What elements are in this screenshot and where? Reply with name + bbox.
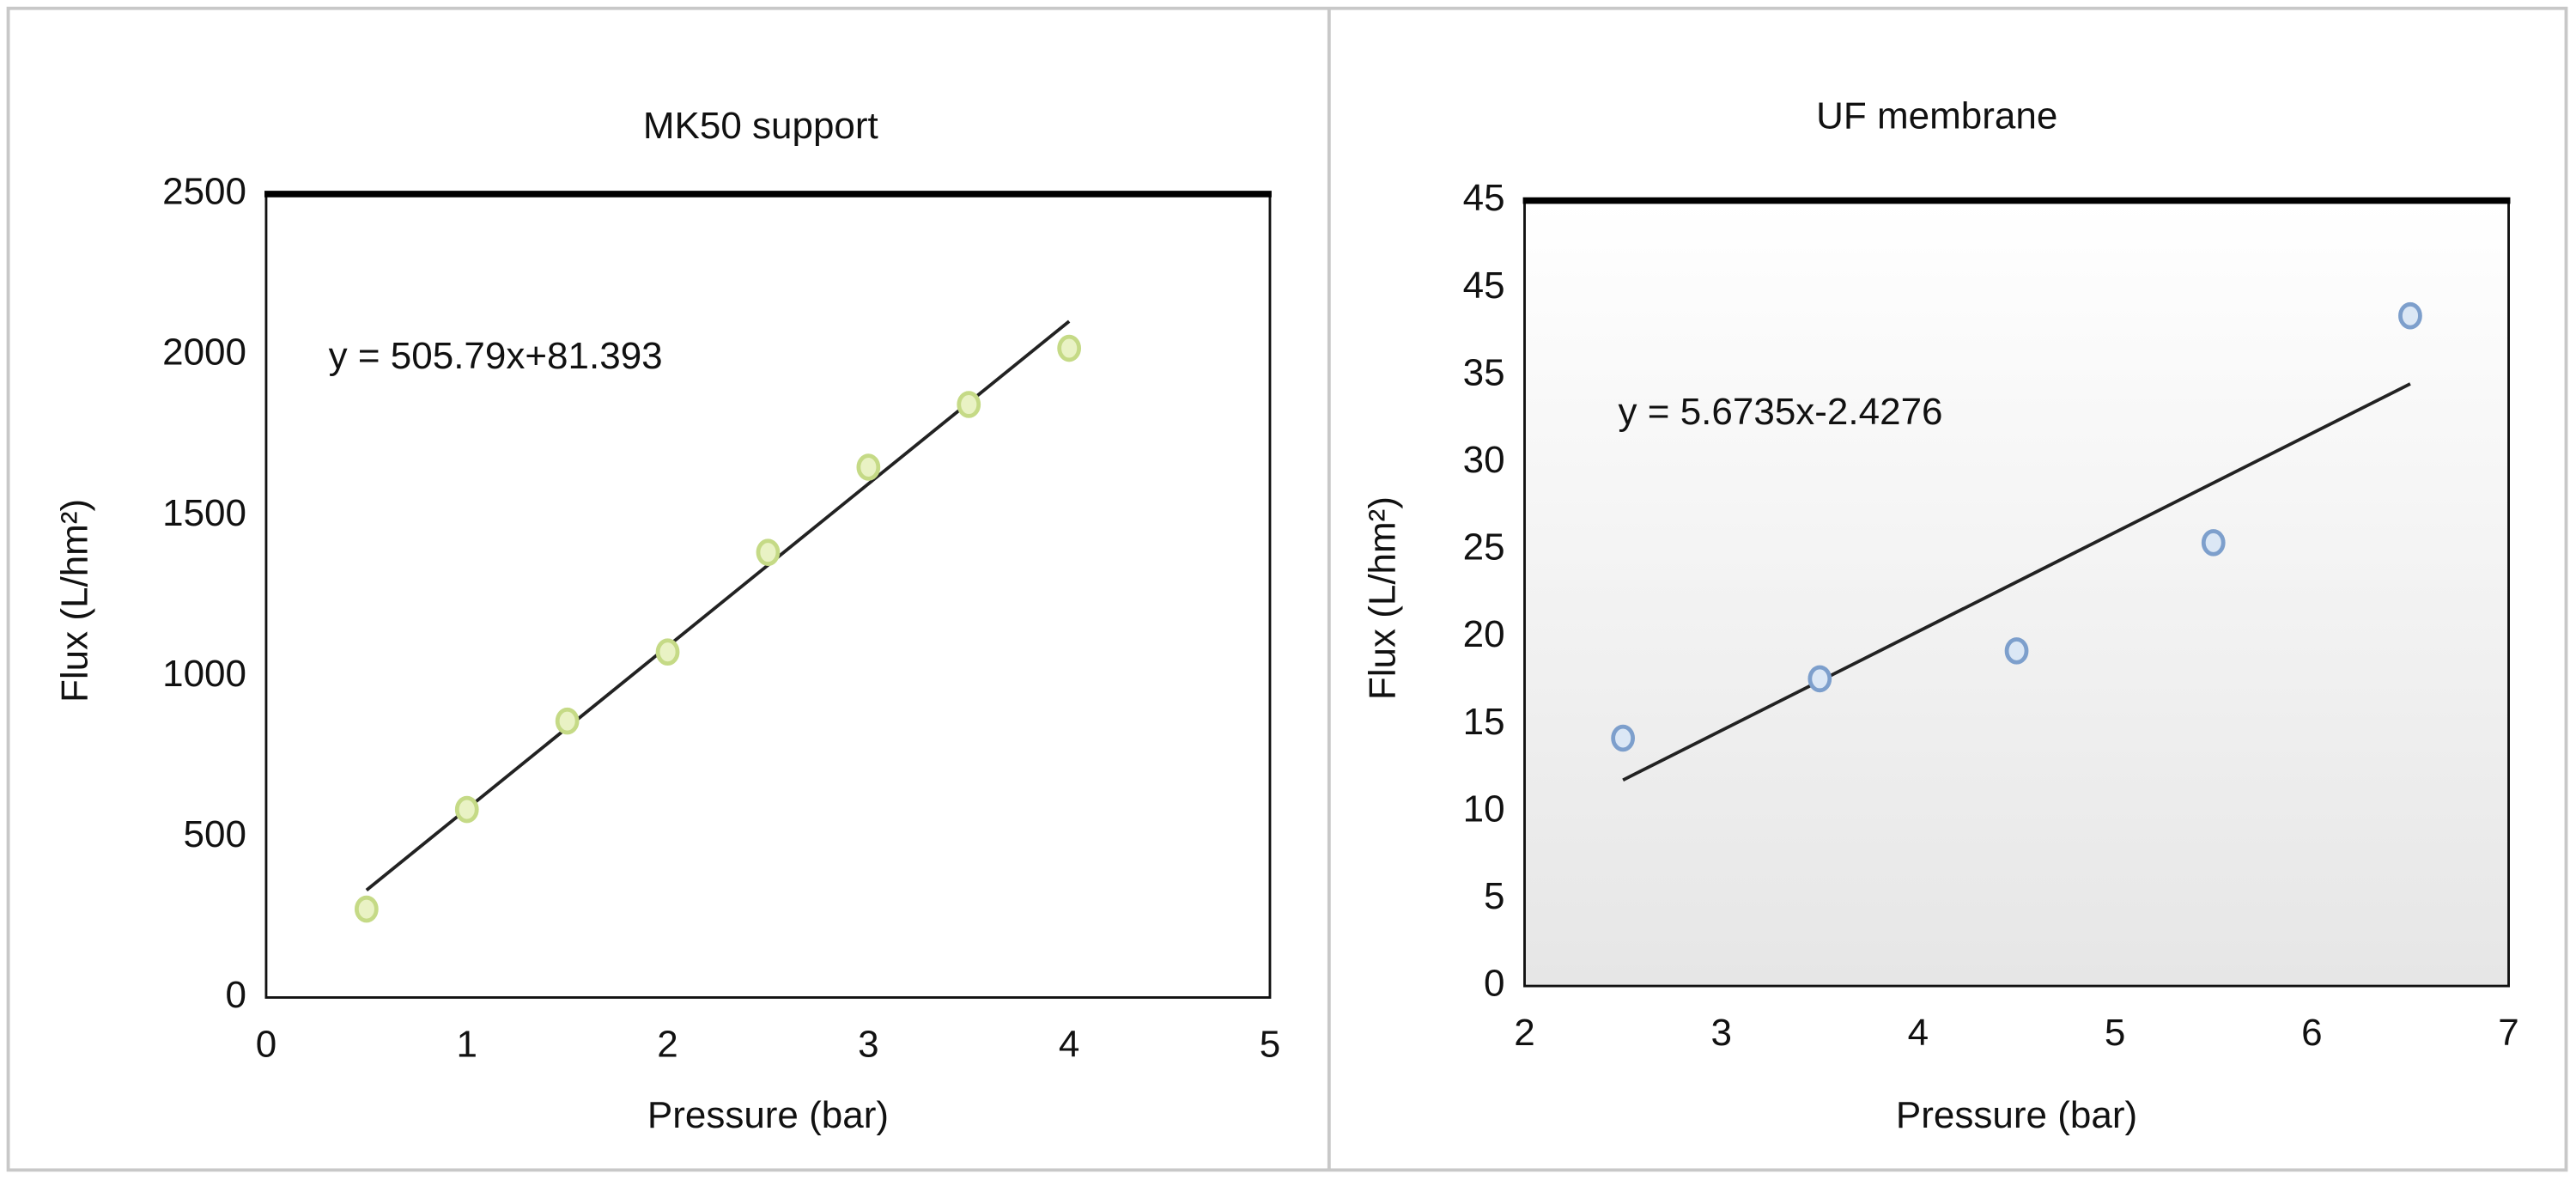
- trendline: [365, 319, 1071, 891]
- x-tick-label: 1: [457, 1024, 477, 1066]
- data-point: [655, 638, 680, 666]
- y-tick-label: 1500: [162, 492, 246, 534]
- y-axis-label: Flux (L/hm²): [1362, 496, 1404, 700]
- data-point: [1057, 334, 1082, 362]
- x-tick-label: 4: [1059, 1024, 1079, 1066]
- x-tick-label: 0: [256, 1024, 276, 1066]
- chart-title: UF membrane: [1816, 95, 2057, 137]
- y-tick-label: 1000: [162, 653, 246, 695]
- data-point: [555, 707, 580, 735]
- x-axis-label: Pressure (bar): [1896, 1094, 2137, 1136]
- data-point: [957, 391, 981, 418]
- y-tick-label: 45: [1463, 265, 1505, 307]
- data-point: [2201, 529, 2226, 557]
- x-tick-label: 4: [1908, 1012, 1929, 1054]
- trendline: [1622, 382, 2411, 782]
- y-tick-label: 30: [1463, 439, 1505, 481]
- x-tick-label: 3: [1710, 1012, 1731, 1054]
- data-point: [2398, 301, 2422, 330]
- data-point: [454, 795, 479, 824]
- y-tick-label: 35: [1463, 351, 1505, 393]
- x-tick-label: 3: [858, 1024, 878, 1066]
- y-tick-label: 25: [1463, 526, 1505, 569]
- y-tick-label: 0: [1484, 963, 1504, 1005]
- x-axis-label: Pressure (bar): [647, 1094, 889, 1136]
- trend-equation: y = 5.6735x-2.4276: [1619, 391, 1943, 433]
- data-point: [1807, 665, 1832, 693]
- x-tick-label: 5: [1260, 1024, 1280, 1066]
- y-tick-label: 20: [1463, 613, 1505, 655]
- x-tick-label: 5: [2105, 1012, 2125, 1054]
- data-point: [354, 895, 379, 923]
- trend-equation: y = 505.79x+81.393: [329, 335, 663, 377]
- y-tick-label: 10: [1463, 788, 1505, 830]
- x-tick-label: 2: [657, 1024, 677, 1066]
- y-tick-label: 5: [1484, 875, 1504, 917]
- data-point: [1611, 724, 1635, 752]
- y-tick-label: 2500: [162, 171, 246, 213]
- y-tick-label: 500: [184, 813, 246, 855]
- y-tick-label: 15: [1463, 701, 1505, 743]
- chart-title: MK50 support: [643, 105, 878, 147]
- y-axis-label: Flux (L/hm²): [54, 499, 96, 703]
- x-tick-label: 7: [2498, 1012, 2518, 1054]
- plot-area: [264, 192, 1272, 999]
- y-tick-label: 2000: [162, 331, 246, 374]
- data-point: [2004, 637, 2029, 665]
- data-point: [856, 453, 881, 481]
- y-tick-label: 45: [1463, 177, 1505, 219]
- y-tick-label: 0: [226, 974, 246, 1016]
- x-tick-label: 2: [1514, 1012, 1534, 1054]
- data-point: [756, 538, 781, 566]
- x-tick-label: 6: [2301, 1012, 2322, 1054]
- plot-area: [1523, 199, 2510, 988]
